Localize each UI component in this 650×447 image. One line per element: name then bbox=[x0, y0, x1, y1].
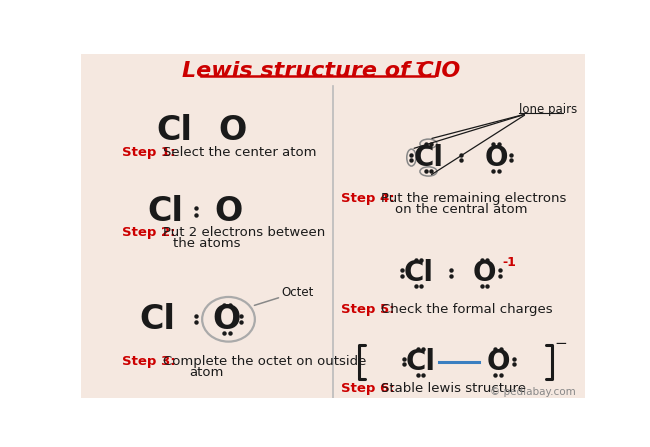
Text: −: − bbox=[415, 56, 427, 71]
Text: O: O bbox=[213, 303, 241, 336]
Text: Cl: Cl bbox=[139, 303, 175, 336]
Text: O: O bbox=[486, 348, 510, 375]
Text: Step 1:: Step 1: bbox=[122, 146, 175, 159]
Text: Step 5:: Step 5: bbox=[341, 303, 395, 316]
Text: Stable lewis structure: Stable lewis structure bbox=[381, 382, 526, 395]
Text: atom: atom bbox=[190, 366, 224, 379]
Text: the atoms: the atoms bbox=[173, 236, 240, 249]
Text: O: O bbox=[214, 195, 242, 228]
Text: Cl: Cl bbox=[156, 114, 192, 147]
Text: O: O bbox=[473, 259, 496, 287]
Text: Cl: Cl bbox=[406, 348, 436, 375]
Text: © pediabay.com: © pediabay.com bbox=[490, 388, 576, 397]
Text: O: O bbox=[218, 114, 246, 147]
Text: −: − bbox=[555, 336, 567, 350]
Text: Step 4:: Step 4: bbox=[341, 192, 395, 205]
Text: Put the remaining electrons: Put the remaining electrons bbox=[381, 192, 567, 205]
Text: on the central atom: on the central atom bbox=[395, 202, 527, 216]
Text: -1: -1 bbox=[502, 256, 516, 269]
Text: Check the formal charges: Check the formal charges bbox=[381, 303, 552, 316]
Text: Cl: Cl bbox=[413, 143, 443, 172]
Text: Cl: Cl bbox=[147, 195, 183, 228]
Text: Put 2 electrons between: Put 2 electrons between bbox=[162, 226, 325, 239]
Text: Complete the octet on outside: Complete the octet on outside bbox=[162, 355, 366, 368]
Text: Lewis structure of ClO: Lewis structure of ClO bbox=[183, 61, 461, 80]
Text: lone pairs: lone pairs bbox=[519, 102, 577, 116]
Text: Step 2:: Step 2: bbox=[122, 226, 175, 239]
Text: O: O bbox=[484, 143, 508, 172]
Text: Step 6:: Step 6: bbox=[341, 382, 395, 395]
Text: Select the center atom: Select the center atom bbox=[162, 146, 316, 159]
Text: Step 3:: Step 3: bbox=[122, 355, 176, 368]
Text: Octet: Octet bbox=[281, 286, 313, 299]
Text: Cl: Cl bbox=[404, 259, 434, 287]
